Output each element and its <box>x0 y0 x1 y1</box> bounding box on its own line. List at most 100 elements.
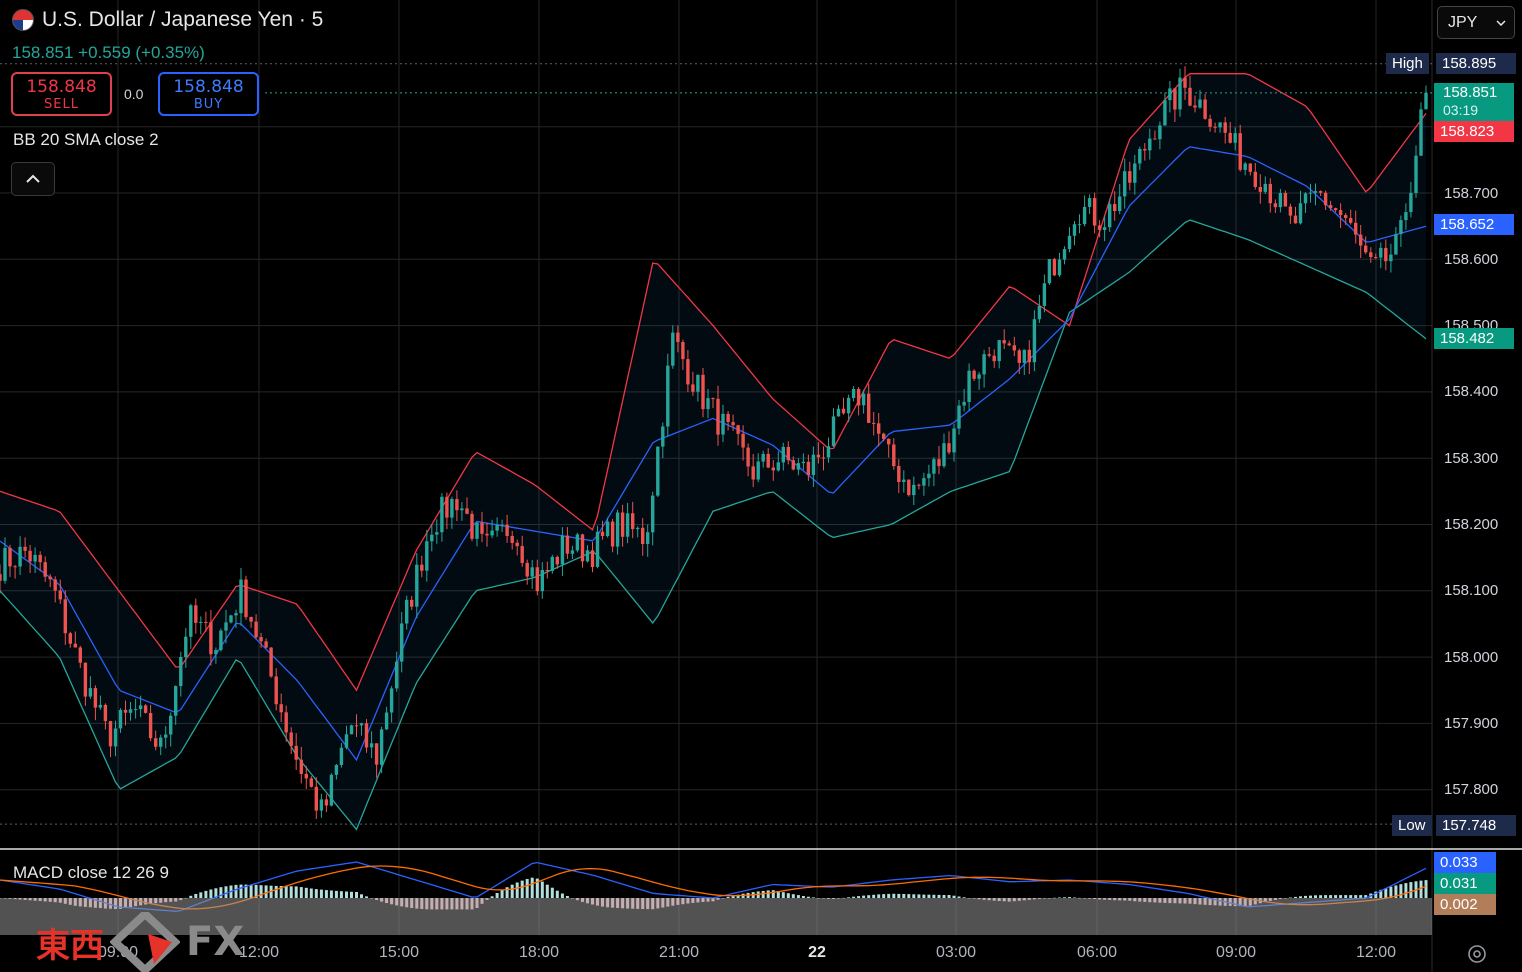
candle-body <box>1318 191 1323 193</box>
macd-histogram-bar <box>505 887 509 898</box>
candle-body <box>515 542 519 547</box>
candle-body <box>284 712 288 733</box>
candle-body <box>1153 138 1157 140</box>
candle-body <box>1047 259 1052 284</box>
macd-histogram-bar <box>324 890 328 898</box>
macd-histogram-bar <box>1409 882 1413 898</box>
macd-histogram-bar <box>852 896 856 898</box>
time-tick: 09:00 <box>1215 944 1257 961</box>
candle-body <box>78 647 82 663</box>
candle-body <box>420 564 424 571</box>
candle-body <box>927 473 931 479</box>
candle-body <box>148 713 153 739</box>
candle-body <box>1223 122 1227 133</box>
macd-histogram-bar <box>264 885 268 898</box>
candle-body <box>244 579 248 618</box>
candle-body <box>0 574 2 581</box>
low-label-tag: Low <box>1392 815 1432 836</box>
candle-body <box>1198 99 1202 108</box>
candle-body <box>154 738 158 747</box>
candle-body <box>1293 215 1298 224</box>
bollinger-bands-legend[interactable]: BB 20 SMA close 2 <box>13 130 159 149</box>
macd-histogram-bar <box>299 887 303 898</box>
candle-body <box>691 384 695 392</box>
candle-body <box>892 444 896 467</box>
candle-body <box>746 447 750 467</box>
currency-select[interactable]: JPY <box>1437 6 1515 39</box>
macd-legend[interactable]: MACD close 12 26 9 <box>13 863 169 882</box>
macd-histogram-bar <box>947 895 951 898</box>
candle-body <box>1087 198 1092 207</box>
candle-body <box>756 461 760 480</box>
candle-body <box>600 531 605 536</box>
candle-body <box>867 393 871 423</box>
candle-body <box>982 354 986 375</box>
macd-histogram-bar <box>1349 895 1353 898</box>
candle-body <box>209 622 213 655</box>
bb-lower-tag: 158.482 <box>1434 328 1514 349</box>
candle-body <box>631 513 635 530</box>
candle-body <box>776 462 780 471</box>
candle-body <box>1404 212 1408 221</box>
candle-body <box>214 650 218 655</box>
macd-histogram-bar <box>555 890 559 898</box>
candle-body <box>495 524 499 531</box>
macd-histogram-bar <box>350 891 353 898</box>
candle-body <box>334 765 339 775</box>
candle-body <box>400 623 404 662</box>
candle-body <box>851 389 856 398</box>
macd-histogram-bar <box>811 897 815 898</box>
spread-value: 0.0 <box>124 86 144 102</box>
collapse-legend-button[interactable] <box>11 162 55 196</box>
macd-histogram-bar <box>530 877 534 898</box>
macd-histogram-bar <box>545 884 549 898</box>
bollinger-basis-line <box>0 146 1427 762</box>
candle-body <box>1118 196 1122 211</box>
macd-histogram-bar <box>731 895 735 898</box>
candle-body <box>1102 227 1107 230</box>
candle-body <box>1303 193 1308 204</box>
time-tick: 18:00 <box>518 944 560 961</box>
candle-body <box>791 460 795 470</box>
buy-button[interactable]: 158.848 BUY <box>158 72 259 116</box>
macd-histogram-bar <box>882 894 886 898</box>
macd-histogram-bar <box>289 886 293 898</box>
candle-body <box>219 630 223 650</box>
symbol-title[interactable]: U.S. Dollar / Japanese Yen · 5 <box>12 8 323 32</box>
sell-button[interactable]: 158.848 SELL <box>11 72 112 116</box>
candle-body <box>696 374 700 392</box>
candle-body <box>1379 247 1383 258</box>
candle-body <box>1333 208 1338 211</box>
candle-body <box>1308 192 1313 194</box>
macd-histogram-bar <box>244 884 248 898</box>
macd-histogram-bar <box>791 894 795 898</box>
candle-body <box>1248 163 1252 172</box>
macd-histogram-bar <box>847 897 851 898</box>
candle-body <box>796 463 801 470</box>
macd-histogram-bar <box>1389 886 1393 898</box>
macd-histogram-bar <box>209 889 213 898</box>
candle-body <box>856 389 861 406</box>
macd-histogram-bar <box>766 890 770 898</box>
candle-body <box>13 566 17 568</box>
candle-body <box>38 554 42 563</box>
candle-body <box>1188 87 1192 106</box>
candle-body <box>480 522 484 534</box>
macd-histogram-bar <box>219 887 223 898</box>
candle-body <box>987 354 991 356</box>
candle-body <box>68 633 72 644</box>
macd-histogram-bar <box>1319 895 1323 898</box>
symbol-title-text: U.S. Dollar / Japanese Yen · 5 <box>42 8 324 31</box>
candle-body <box>98 704 103 708</box>
candle-body <box>299 759 303 774</box>
candle-body <box>721 413 725 435</box>
watermark-fx: FX <box>186 919 245 965</box>
chart-settings-button[interactable] <box>1465 942 1489 971</box>
candle-body <box>199 622 203 623</box>
candle-body <box>1128 171 1132 183</box>
macd-histogram-bar <box>259 885 263 898</box>
candle-body <box>445 496 449 518</box>
candle-body <box>88 688 93 697</box>
candle-body <box>585 550 590 562</box>
